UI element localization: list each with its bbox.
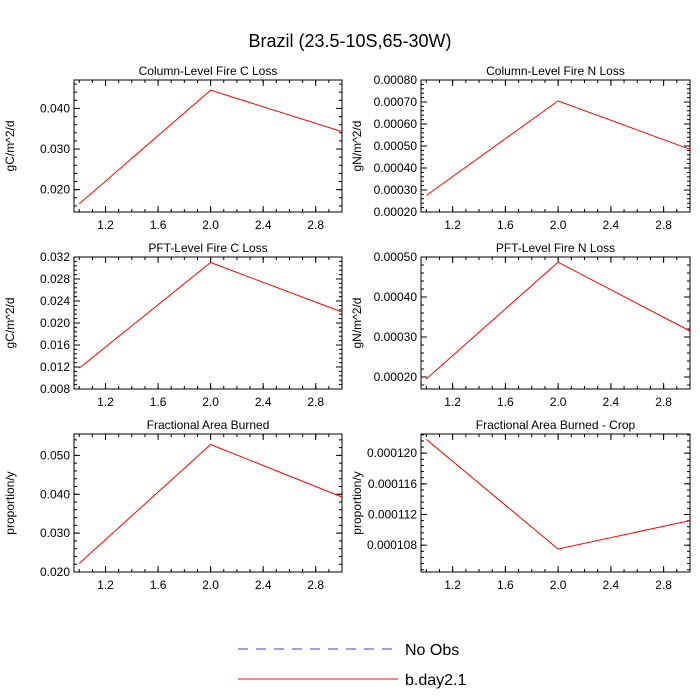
y-tick-label: 0.00060 [374, 117, 418, 131]
x-tick-label: 2.0 [550, 578, 567, 592]
y-tick-label: 0.012 [40, 360, 70, 374]
y-tick-label: 0.000120 [367, 446, 417, 460]
y-axis-label: gN/m^2/d [350, 121, 364, 172]
panel-title: PFT-Level Fire N Loss [496, 241, 615, 255]
series-line [78, 261, 343, 369]
legend-label: b.day2.1 [405, 672, 466, 689]
y-axis-label: proportion/y [3, 471, 17, 534]
x-tick-label: 1.6 [497, 578, 514, 592]
panel-5: Fractional Area Burned 1.2 1.6 2.0 2.4 2.8 0.0… [3, 418, 343, 592]
x-tick-label: 2.4 [603, 218, 620, 232]
main-title: Brazil (23.5-10S,65-30W) [248, 31, 451, 51]
x-tick-label: 1.2 [444, 218, 461, 232]
x-tick-label: 2.0 [202, 218, 219, 232]
y-tick-label: 0.030 [40, 142, 70, 156]
x-tick-label: 2.0 [550, 395, 567, 409]
y-tick-label: 0.00080 [374, 73, 418, 87]
panel-title: Fractional Area Burned [147, 418, 270, 432]
x-tick-label: 1.2 [444, 395, 461, 409]
x-tick-label: 2.8 [655, 395, 672, 409]
y-tick-label: 0.008 [40, 382, 70, 396]
y-axis-label: proportion/y [350, 471, 364, 534]
x-tick-label: 2.4 [603, 395, 620, 409]
y-tick-label: 0.00050 [374, 250, 418, 264]
panel-6: Fractional Area Burned - Crop 1.2 1.6 2.0 2.… [350, 418, 691, 592]
y-tick-label: 0.030 [40, 526, 70, 540]
series-line [426, 100, 691, 196]
y-axis-label: gN/m^2/d [350, 298, 364, 349]
plot-frame [420, 433, 691, 573]
x-tick-label: 2.8 [307, 395, 324, 409]
x-tick-label: 1.2 [444, 578, 461, 592]
plot-frame [420, 79, 691, 213]
panel-4: PFT-Level Fire N Loss 1.2 1.6 2.0 2.4 2.8 0.00… [350, 241, 691, 409]
series-line [425, 261, 691, 380]
panel-3: PFT-Level Fire C Loss 1.2 1.6 2.0 2.4 2.8 0.00… [3, 241, 343, 409]
series-line [425, 439, 691, 550]
plot-frame [73, 256, 343, 390]
x-tick-label: 2.4 [255, 218, 272, 232]
y-tick-label: 0.028 [40, 272, 70, 286]
y-tick-label: 0.000108 [367, 538, 417, 552]
x-tick-label: 2.4 [255, 578, 272, 592]
plot-frame [73, 79, 343, 213]
x-tick-label: 1.2 [97, 218, 114, 232]
y-tick-label: 0.000116 [368, 477, 417, 491]
y-tick-label: 0.00020 [374, 370, 418, 384]
y-tick-label: 0.050 [40, 448, 70, 462]
x-tick-label: 2.8 [307, 218, 324, 232]
panel-title: Column-Level Fire C Loss [139, 64, 278, 78]
panel-title: Fractional Area Burned - Crop [476, 418, 636, 432]
plot-frame [73, 433, 343, 573]
y-tick-label: 0.00030 [374, 183, 418, 197]
x-tick-label: 2.8 [307, 578, 324, 592]
x-tick-label: 2.4 [255, 395, 272, 409]
series-line [78, 89, 343, 205]
x-tick-label: 2.8 [655, 578, 672, 592]
y-tick-label: 0.040 [40, 487, 70, 501]
y-axis-label: gC/m^2/d [3, 121, 17, 172]
y-tick-label: 0.00020 [374, 205, 418, 219]
plot-frame [420, 256, 691, 390]
x-tick-label: 1.6 [497, 395, 514, 409]
y-axis-label: gC/m^2/d [3, 298, 17, 349]
x-tick-label: 2.0 [202, 395, 219, 409]
y-tick-label: 0.00040 [374, 161, 418, 175]
panel-2: Column-Level Fire N Loss 1.2 1.6 2.0 2.4 2.8 0… [350, 64, 691, 232]
y-tick-label: 0.00030 [374, 330, 418, 344]
x-tick-label: 2.8 [655, 218, 672, 232]
series-line [78, 443, 343, 564]
panel-1: Column-Level Fire C Loss 1.2 1.6 2.0 2.4 2.8 0… [3, 64, 343, 232]
y-tick-label: 0.020 [40, 183, 70, 197]
y-tick-label: 0.020 [40, 565, 70, 579]
panel-title: PFT-Level Fire C Loss [148, 241, 267, 255]
x-tick-label: 1.6 [150, 395, 167, 409]
x-tick-label: 2.0 [550, 218, 567, 232]
y-tick-label: 0.00050 [374, 139, 418, 153]
y-tick-label: 0.040 [40, 101, 70, 115]
y-tick-label: 0.000112 [368, 508, 417, 522]
y-tick-label: 0.016 [40, 338, 70, 352]
y-tick-label: 0.032 [40, 250, 70, 264]
x-tick-label: 1.6 [497, 218, 514, 232]
legend-label: No Obs [405, 642, 459, 659]
y-tick-label: 0.00040 [374, 290, 418, 304]
x-tick-label: 2.4 [603, 578, 620, 592]
panel-title: Column-Level Fire N Loss [486, 64, 625, 78]
x-tick-label: 2.0 [202, 578, 219, 592]
x-tick-label: 1.2 [97, 578, 114, 592]
y-tick-label: 0.00070 [374, 95, 418, 109]
legend: No Obs b.day2.1 [238, 642, 466, 689]
panels: Column-Level Fire C Loss 1.2 1.6 2.0 2.4 2.8 0… [3, 64, 691, 592]
x-tick-label: 1.6 [150, 218, 167, 232]
y-tick-label: 0.024 [40, 294, 70, 308]
x-tick-label: 1.2 [97, 395, 114, 409]
y-tick-label: 0.020 [40, 316, 70, 330]
x-tick-label: 1.6 [150, 578, 167, 592]
